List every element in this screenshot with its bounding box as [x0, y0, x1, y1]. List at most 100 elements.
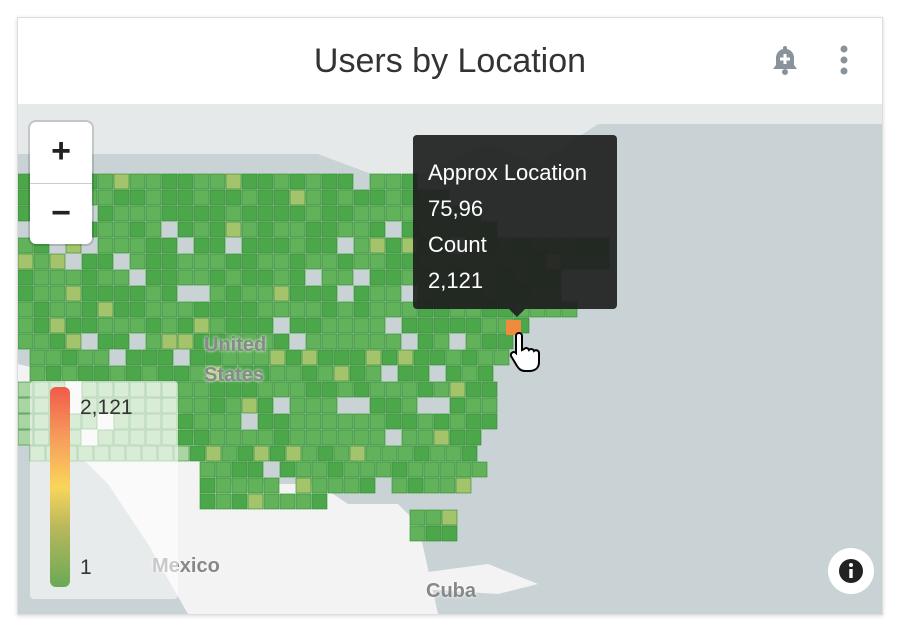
heat-cell[interactable] [321, 205, 338, 222]
heat-cell[interactable] [353, 301, 370, 318]
heat-cell[interactable] [289, 221, 306, 238]
heat-cell[interactable] [477, 349, 494, 366]
zoom-out-button[interactable]: − [30, 183, 92, 245]
heat-cell[interactable] [65, 317, 82, 334]
heat-cell[interactable] [225, 285, 242, 302]
heat-cell[interactable] [81, 317, 98, 334]
heat-cell[interactable] [471, 461, 488, 478]
heat-cell[interactable] [385, 253, 402, 270]
heat-cell[interactable] [369, 253, 386, 270]
heat-cell[interactable] [161, 269, 178, 286]
heat-cell[interactable] [81, 285, 98, 302]
heat-cell[interactable] [397, 349, 414, 366]
heat-cell[interactable] [145, 285, 162, 302]
heat-cell[interactable] [81, 269, 98, 286]
heat-cell[interactable] [317, 445, 334, 462]
heat-cell[interactable] [349, 349, 366, 366]
heat-cell[interactable] [321, 333, 338, 350]
heat-cell[interactable] [349, 445, 366, 462]
heat-cell[interactable] [433, 317, 450, 334]
heat-cell[interactable] [305, 381, 322, 398]
heat-cell[interactable] [445, 365, 462, 382]
heat-cell[interactable] [61, 349, 78, 366]
heat-cell[interactable] [18, 269, 34, 286]
heat-cell[interactable] [365, 445, 382, 462]
heat-cell[interactable] [145, 237, 162, 254]
heat-cell[interactable] [385, 301, 402, 318]
heat-cell[interactable] [129, 221, 146, 238]
heat-cell[interactable] [353, 253, 370, 270]
heat-cell[interactable] [285, 349, 302, 366]
heat-cell[interactable] [241, 285, 258, 302]
heat-cell[interactable] [305, 173, 322, 190]
heat-cell[interactable] [337, 269, 354, 286]
heat-cell[interactable] [353, 285, 370, 302]
heat-cell[interactable] [129, 189, 146, 206]
heat-cell[interactable] [305, 189, 322, 206]
heat-cell[interactable] [221, 445, 238, 462]
heat-cell[interactable] [225, 317, 242, 334]
heat-cell[interactable] [321, 237, 338, 254]
heat-cell[interactable] [49, 285, 66, 302]
heat-cell[interactable] [225, 189, 242, 206]
heat-cell[interactable] [97, 253, 114, 270]
heat-cell[interactable] [289, 413, 306, 430]
heat-cell[interactable] [407, 461, 424, 478]
heat-cell[interactable] [225, 397, 242, 414]
heat-cell[interactable] [333, 349, 350, 366]
heat-cell[interactable] [481, 317, 498, 334]
heat-cell[interactable] [189, 445, 206, 462]
heat-cell[interactable] [397, 365, 414, 382]
heat-cell[interactable] [353, 429, 370, 446]
heat-cell[interactable] [295, 493, 312, 510]
heat-cell[interactable] [465, 429, 482, 446]
heat-cell[interactable] [439, 461, 456, 478]
heat-cell[interactable] [369, 221, 386, 238]
heat-cell[interactable] [409, 525, 426, 542]
heat-cell[interactable] [193, 429, 210, 446]
heat-cell[interactable] [129, 285, 146, 302]
heat-cell[interactable] [241, 301, 258, 318]
heat-cell[interactable] [177, 381, 194, 398]
heat-cell[interactable] [369, 397, 386, 414]
heat-cell[interactable] [449, 317, 466, 334]
heat-cell[interactable] [289, 189, 306, 206]
heat-cell[interactable] [193, 301, 210, 318]
heat-cell[interactable] [247, 477, 264, 494]
heat-cell[interactable] [145, 173, 162, 190]
heat-cell[interactable] [215, 461, 232, 478]
heat-cell[interactable] [321, 381, 338, 398]
heat-cell[interactable] [349, 365, 366, 382]
heat-cell[interactable] [429, 349, 446, 366]
heat-cell[interactable] [145, 269, 162, 286]
heat-cell[interactable] [273, 429, 290, 446]
heat-cell[interactable] [337, 173, 354, 190]
heat-cell[interactable] [225, 173, 242, 190]
heat-cell[interactable] [193, 333, 210, 350]
heat-cell[interactable] [81, 301, 98, 318]
heat-cell[interactable] [269, 349, 286, 366]
heat-cell[interactable] [295, 477, 312, 494]
heat-cell[interactable] [455, 477, 472, 494]
heat-cell[interactable] [257, 317, 274, 334]
heat-cell[interactable] [141, 349, 158, 366]
heat-cell[interactable] [445, 445, 462, 462]
heat-cell[interactable] [273, 381, 290, 398]
heat-cell[interactable] [225, 413, 242, 430]
heat-cell[interactable] [305, 397, 322, 414]
heat-cell[interactable] [257, 189, 274, 206]
heat-cell[interactable] [209, 173, 226, 190]
heat-cell[interactable] [359, 477, 376, 494]
heat-cell[interactable] [481, 413, 498, 430]
heat-cell[interactable] [18, 253, 34, 270]
heat-cell[interactable] [177, 189, 194, 206]
heat-cell[interactable] [193, 221, 210, 238]
heat-cell[interactable] [413, 349, 430, 366]
heat-cell[interactable] [205, 445, 222, 462]
heat-cell[interactable] [391, 477, 408, 494]
heat-cell[interactable] [173, 365, 190, 382]
heat-cell[interactable] [97, 189, 114, 206]
heat-cell[interactable] [465, 381, 482, 398]
heat-cell[interactable] [417, 429, 434, 446]
heat-cell[interactable] [97, 317, 114, 334]
